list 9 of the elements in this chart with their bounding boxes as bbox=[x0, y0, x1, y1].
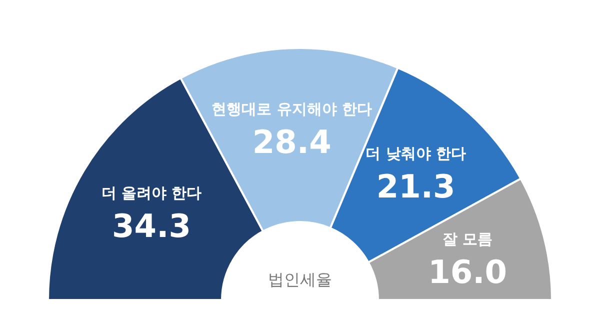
slice-label: 더 낮춰야 한다 bbox=[366, 144, 466, 162]
data-label: 34.3 bbox=[112, 207, 191, 246]
slice-label: 더 올려야 한다 bbox=[101, 184, 202, 202]
data-label: 16.0 bbox=[428, 252, 508, 291]
data-label: 28.4 bbox=[252, 123, 332, 162]
data-label: 21.3 bbox=[376, 167, 456, 206]
text: 법인세율 bbox=[268, 270, 332, 289]
slice-label: 잘 모름 bbox=[442, 230, 493, 248]
slice-label: 현행대로 유지해야 한다 bbox=[212, 100, 372, 118]
